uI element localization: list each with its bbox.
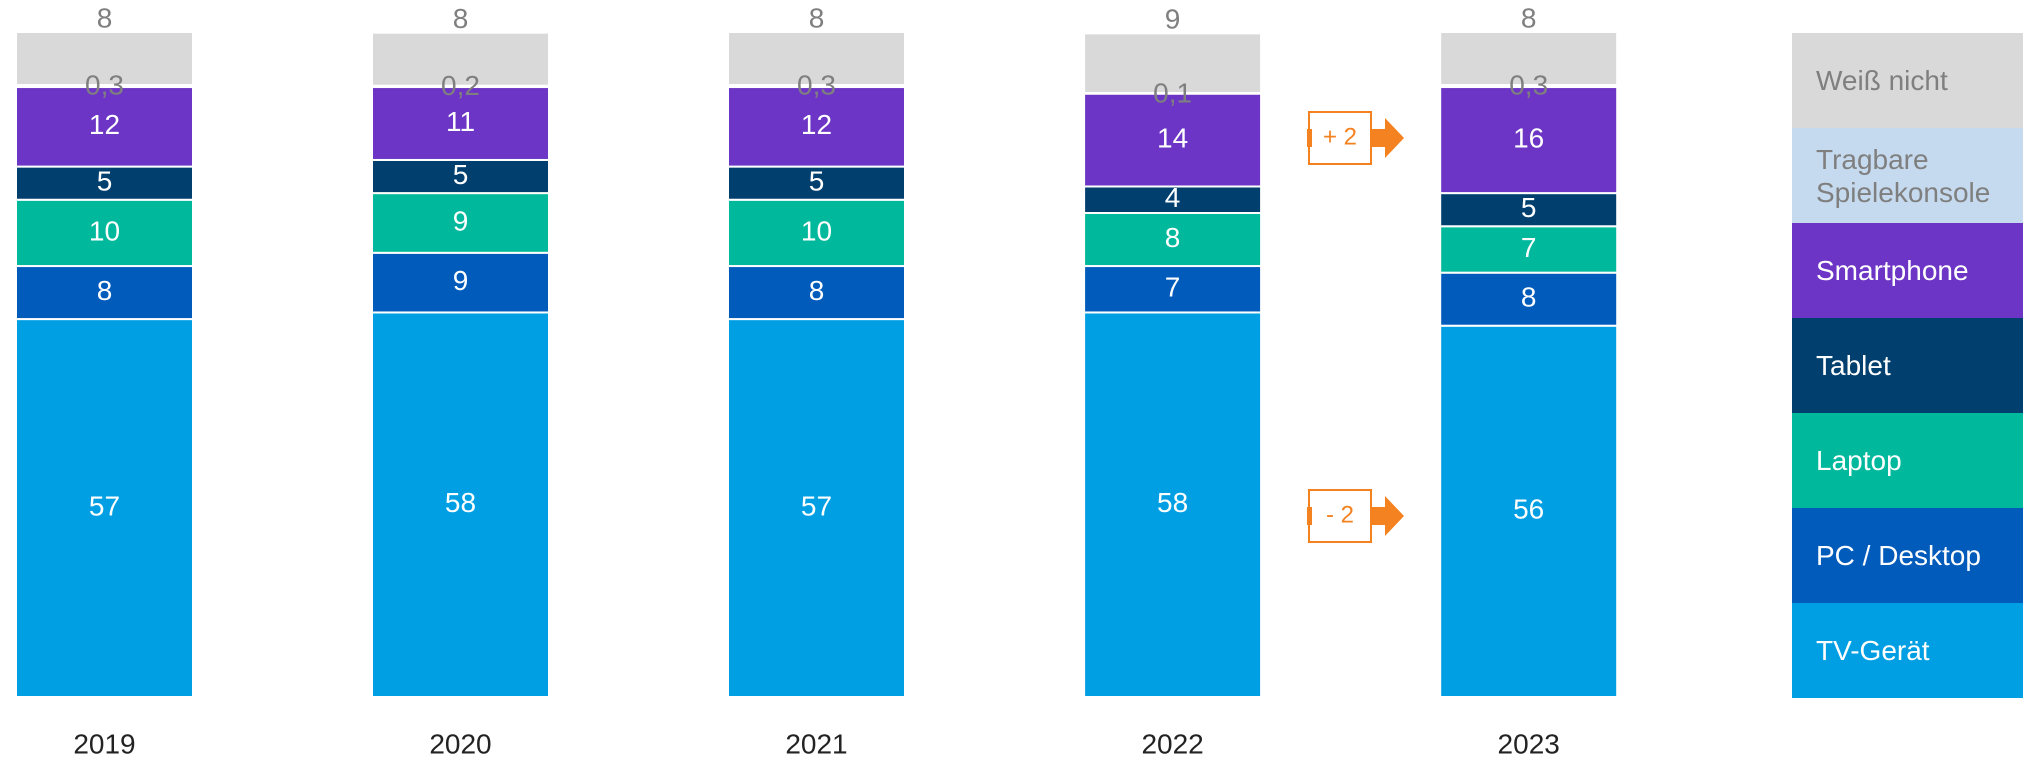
bar-segment [1083,265,1263,314]
chart: 578105120,38201958995110,282020578105120… [15,2,1619,759]
annotation-arrow [1371,496,1404,536]
bar-segment [15,31,194,87]
x-tick-label: 2019 [73,728,135,759]
value-label: 9 [453,205,469,236]
value-label: 57 [801,490,832,521]
bar-segment [1439,192,1619,228]
value-label: 9 [453,265,469,296]
bar-segment [371,86,550,161]
annotation-text: + 2 [1323,123,1357,150]
value-label: 8 [97,275,113,306]
value-label: 0,1 [1153,77,1192,108]
bar-segment [15,86,194,168]
legend: Weiß nicht Tragbare Spielekonsole Smartpho… [1792,33,2023,698]
annotation-tick [1307,129,1312,147]
bar-segment [1439,86,1619,195]
annotation-arrow [1371,118,1404,158]
legend-entry: TV-Gerät [1792,603,2023,698]
change-annotation: + 2 [1307,111,1404,165]
bar-segment [15,165,194,201]
value-label: 12 [89,109,120,140]
value-label: 58 [1157,487,1188,518]
value-label: 56 [1513,494,1544,525]
bar-segment [15,318,194,698]
bar-segment [727,265,906,321]
x-tick-label: 2022 [1141,728,1203,759]
legend-entry: PC / Desktop [1792,508,2023,603]
value-label: 8 [1521,282,1537,313]
value-label: 5 [97,166,113,197]
value-label: 11 [446,106,475,137]
x-tick-label: 2023 [1498,728,1560,759]
bar-segment [15,265,194,321]
change-annotation: - 2 [1307,489,1404,543]
legend-entry: Tragbare Spielekonsole [1792,128,2023,223]
value-label: 8 [809,2,825,33]
bar-segment [371,251,550,314]
value-label: 4 [1165,182,1181,213]
value-label: 9 [1165,4,1181,35]
bar-segment [1439,271,1619,327]
value-label: 8 [1521,2,1537,33]
value-label: 0,3 [85,69,124,100]
legend-entry: Laptop [1792,413,2023,508]
value-label: 7 [1165,272,1181,303]
bar-segment [1439,31,1619,87]
value-label: 57 [89,490,120,521]
value-label: 8 [97,2,113,33]
x-tick-label: 2021 [785,728,847,759]
legend-entry: Smartphone [1792,223,2023,318]
value-label: 0,3 [1509,69,1548,100]
bar-segment [371,31,550,87]
bar-segment [727,198,906,268]
bar-segment [371,311,550,698]
bar-segment [1083,311,1263,698]
bar-segment [727,31,906,87]
value-label: 8 [809,275,825,306]
value-label: 16 [1513,122,1544,153]
legend-entry: Weiß nicht [1792,33,2023,128]
value-label: 7 [1521,232,1537,263]
bar-segment [1083,185,1263,215]
bar-segment [727,165,906,201]
value-label: 10 [801,215,832,246]
annotation-tick [1307,507,1312,525]
value-label: 14 [1157,122,1188,153]
value-label: 0,3 [797,69,836,100]
value-label: 58 [445,487,476,518]
value-label: 5 [809,166,825,197]
bar-segment [1083,32,1263,94]
value-label: 8 [453,3,469,34]
value-label: 10 [89,215,120,246]
bar-segment [1083,92,1263,188]
bar-segment [727,318,906,698]
bar-segment [727,86,906,168]
annotation-text: - 2 [1326,501,1354,528]
legend-entry: Tablet [1792,318,2023,413]
bar-segment [1439,324,1619,698]
x-tick-label: 2020 [429,728,491,759]
value-label: 8 [1165,222,1181,253]
value-label: 5 [453,159,469,190]
value-label: 12 [801,109,832,140]
value-label: 5 [1521,192,1537,223]
value-label: 0,2 [441,70,480,101]
bar-segment [371,192,550,254]
